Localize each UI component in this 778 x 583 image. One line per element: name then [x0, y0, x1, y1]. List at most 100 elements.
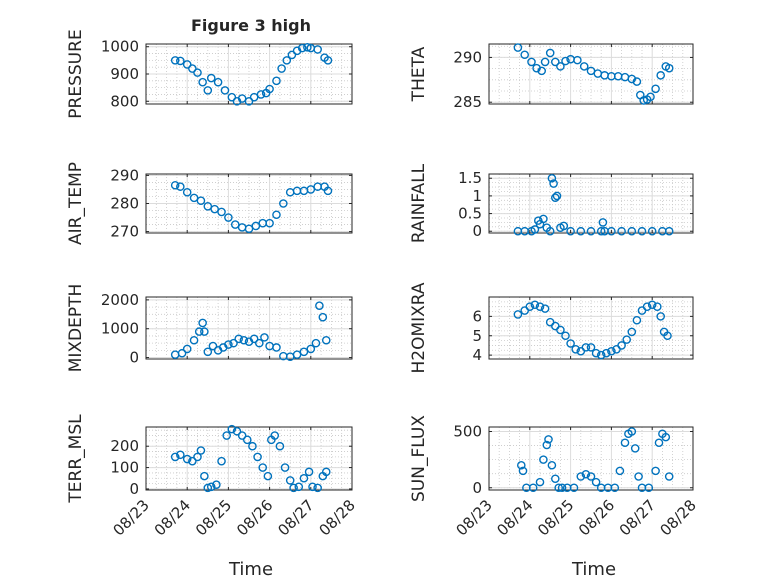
- data-point: [664, 63, 674, 73]
- y-tick-label: 0.5: [458, 205, 482, 223]
- data-point: [292, 186, 302, 196]
- data-point: [653, 302, 662, 311]
- y-tick-label: 0: [472, 479, 482, 497]
- y-tick-label: 2000: [101, 291, 139, 309]
- data-point: [554, 483, 564, 493]
- x-tick-label: 08/24: [493, 496, 536, 539]
- y-tick-label: 290: [453, 48, 482, 66]
- data-point: [593, 69, 603, 78]
- data-point: [545, 226, 555, 236]
- data-point: [176, 450, 185, 460]
- y-tick-label: 285: [453, 93, 482, 111]
- y-tick-label: 1: [472, 187, 482, 205]
- data-point: [627, 427, 637, 436]
- data-point: [313, 45, 322, 54]
- x-tick-label: 08/23: [453, 496, 496, 539]
- data-point: [581, 469, 591, 479]
- y-axis-label: AIR_TEMP: [66, 162, 86, 245]
- data-point: [220, 86, 230, 95]
- subplot-air-temp: 270 280 290 AIR_TEMP: [66, 162, 353, 245]
- data-point: [265, 218, 274, 228]
- data-point: [651, 84, 660, 94]
- data-point: [224, 340, 233, 349]
- x-tick-label: 08/28: [316, 496, 359, 539]
- data-point: [294, 482, 304, 492]
- y-tick-label: 200: [110, 437, 139, 455]
- x-tick-label: 08/26: [233, 496, 276, 539]
- x-tick-label: 08/27: [274, 496, 317, 539]
- data-point: [539, 214, 548, 224]
- data-point: [213, 77, 223, 87]
- subplot-mixdepth: 0 1000 2000 MIXDEPTH: [66, 284, 353, 372]
- data-point: [586, 226, 596, 236]
- data-point: [270, 431, 280, 440]
- y-tick-label: 0: [129, 480, 139, 498]
- data-point: [539, 455, 548, 464]
- data-point: [203, 86, 213, 95]
- data-point: [596, 350, 606, 360]
- data-point: [591, 477, 601, 487]
- data-point: [556, 325, 565, 335]
- data-point: [647, 300, 657, 310]
- data-point: [632, 315, 642, 325]
- data-point: [230, 220, 240, 229]
- data-point: [602, 348, 611, 358]
- data-point: [561, 56, 570, 66]
- data-point: [617, 341, 626, 350]
- data-point: [566, 226, 575, 236]
- y-axis-label: RAINFALL: [409, 163, 429, 243]
- data-point: [620, 438, 630, 448]
- data-point: [242, 435, 252, 445]
- data-point: [664, 472, 674, 481]
- y-axis-label: TERR_MSL: [66, 414, 86, 504]
- data-point: [244, 96, 254, 106]
- x-tick-label: 08/28: [657, 496, 700, 539]
- y-axis-label: SUN_FLUX: [409, 415, 429, 502]
- data-point: [615, 466, 625, 476]
- data-point: [285, 476, 295, 485]
- y-tick-label: 1000: [101, 38, 139, 56]
- data-point: [258, 463, 268, 472]
- data-point: [513, 43, 523, 52]
- data-point: [576, 226, 586, 236]
- axes-box: [145, 426, 353, 491]
- data-point: [229, 338, 238, 348]
- data-point: [637, 226, 647, 236]
- data-point: [227, 424, 237, 434]
- data-point: [544, 435, 553, 444]
- y-tick-label: 900: [110, 65, 139, 83]
- figure-title: Figure 3 high: [191, 16, 311, 35]
- data-point: [551, 193, 560, 202]
- x-tick-label: 08/26: [575, 496, 618, 539]
- data-point: [540, 57, 550, 67]
- data-point: [321, 467, 331, 477]
- data-point: [547, 460, 557, 470]
- data-point: [297, 43, 307, 53]
- data-point: [299, 186, 309, 196]
- data-point: [551, 57, 560, 67]
- data-point: [656, 312, 666, 321]
- data-point: [254, 338, 264, 348]
- data-point: [177, 348, 187, 358]
- y-tick-label: 5: [472, 327, 482, 345]
- data-point: [188, 64, 197, 73]
- minor-grid: [146, 297, 352, 359]
- data-point: [249, 334, 259, 344]
- data-point: [537, 66, 547, 76]
- data-point: [545, 48, 555, 58]
- data-point: [321, 335, 331, 345]
- y-tick-label: 270: [110, 223, 139, 241]
- data-point: [176, 182, 185, 191]
- data-point: [234, 334, 243, 344]
- data-point: [279, 199, 288, 208]
- data-point: [287, 50, 297, 60]
- data-point: [182, 60, 192, 69]
- x-axis-label-left: Time: [228, 559, 273, 580]
- data-point: [194, 327, 204, 336]
- data-point: [170, 180, 180, 190]
- data-point: [251, 221, 261, 231]
- data-point: [303, 42, 312, 52]
- data-point: [596, 226, 606, 236]
- subplot-rainfall: 00.511.5 RAINFALL: [409, 163, 694, 243]
